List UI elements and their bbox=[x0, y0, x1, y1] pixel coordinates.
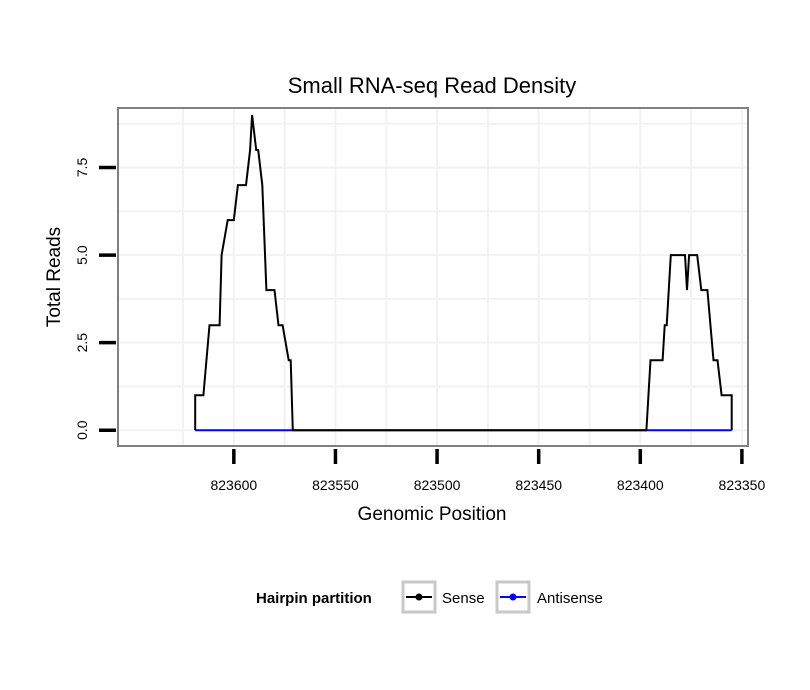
y-tick-label: 0.0 bbox=[74, 420, 90, 440]
legend-label-antisense: Antisense bbox=[537, 590, 603, 607]
x-axis: 823600 823550 823500 823450 823400 823350 bbox=[210, 449, 765, 493]
x-tick-label: 823550 bbox=[312, 477, 359, 493]
y-tick-label: 7.5 bbox=[74, 158, 90, 178]
x-axis-title: Genomic Position bbox=[358, 504, 507, 525]
plot-background bbox=[118, 108, 748, 446]
legend-title: Hairpin partition bbox=[256, 590, 372, 607]
legend-item-sense[interactable]: Sense bbox=[401, 580, 485, 614]
legend-label-sense: Sense bbox=[442, 590, 485, 607]
legend-item-antisense[interactable]: Antisense bbox=[495, 580, 603, 614]
x-tick-label: 823500 bbox=[414, 477, 461, 493]
plot-border bbox=[117, 107, 749, 447]
series-lines bbox=[194, 114, 733, 432]
x-tick-label: 823400 bbox=[617, 477, 664, 493]
legend: Hairpin partition Sense Antisense bbox=[256, 580, 603, 614]
series-line-sense bbox=[194, 114, 733, 432]
legend-key-antisense-point bbox=[509, 593, 517, 601]
y-tick-label: 2.5 bbox=[74, 333, 90, 353]
x-tick-label: 823350 bbox=[719, 477, 766, 493]
y-axis-title: Total Reads bbox=[44, 227, 65, 327]
y-axis: 0.0 2.5 5.0 7.5 bbox=[74, 158, 116, 440]
legend-key-sense-point bbox=[415, 593, 423, 601]
x-tick-label: 823450 bbox=[515, 477, 562, 493]
y-tick-label: 5.0 bbox=[74, 245, 90, 265]
chart-title: Small RNA-seq Read Density bbox=[288, 73, 577, 98]
x-tick-label: 823600 bbox=[210, 477, 257, 493]
